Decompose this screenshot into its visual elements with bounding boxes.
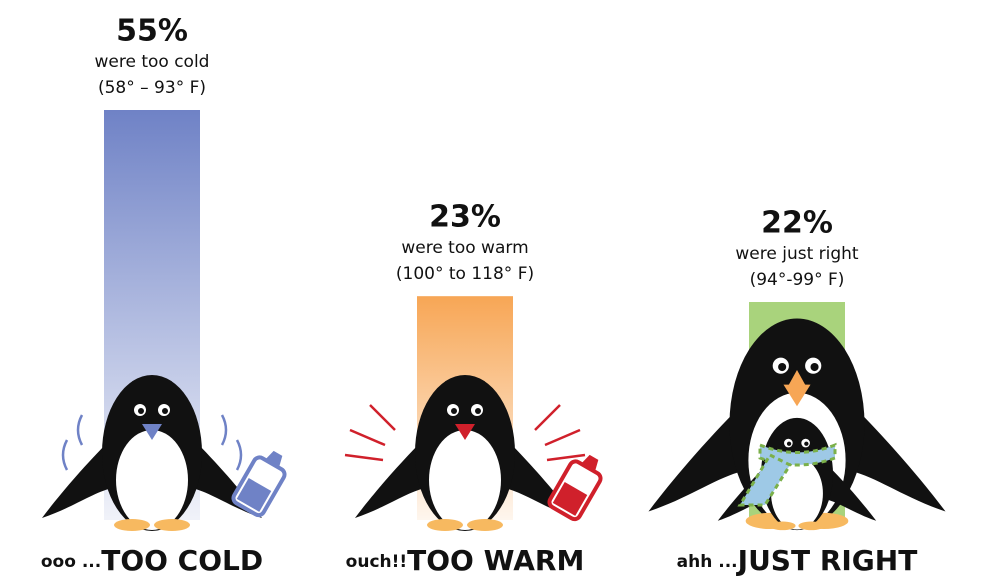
- caption-prefix: ouch!!: [346, 552, 407, 572]
- heat-line: [546, 453, 586, 462]
- value-label: 22%: [761, 206, 833, 241]
- bottle: [547, 454, 603, 522]
- belly: [429, 430, 501, 530]
- wing: [42, 438, 112, 518]
- pupil: [138, 408, 144, 414]
- beak: [142, 424, 162, 440]
- heat-line: [544, 428, 581, 447]
- caption-main: TOO WARM: [407, 544, 584, 577]
- foot: [427, 519, 463, 531]
- shiver-line: [61, 439, 69, 471]
- value-label: 55%: [116, 14, 188, 49]
- penguin-chick: [717, 417, 877, 531]
- value-label: 23%: [429, 200, 501, 235]
- wing: [851, 403, 946, 512]
- pupil: [451, 408, 457, 414]
- caption-prefix: ahh ...: [677, 552, 738, 572]
- belly: [116, 430, 188, 530]
- heat-line: [534, 404, 561, 431]
- caption-prefix: ooo ...: [41, 552, 101, 572]
- shiver-line: [235, 439, 243, 471]
- shiver-line: [76, 414, 84, 446]
- heat-line: [369, 404, 396, 431]
- description: were too warm: [401, 238, 528, 258]
- bottle-milk: [552, 482, 588, 516]
- range: (100° to 118° F): [396, 264, 534, 284]
- egg-beak: [787, 370, 807, 388]
- pupil: [162, 408, 168, 414]
- beak: [455, 424, 475, 440]
- heat-line: [349, 428, 386, 447]
- description: were too cold: [95, 52, 210, 72]
- penguin: [355, 375, 575, 531]
- shiver-line: [220, 414, 228, 446]
- range: (94°-99° F): [750, 270, 845, 290]
- caption: ooo ...TOO COLD: [41, 544, 263, 577]
- foot: [798, 521, 825, 531]
- penguin: [42, 375, 262, 531]
- caption-main: JUST RIGHT: [736, 544, 918, 577]
- bottle-nipple: [581, 454, 599, 472]
- pupil: [778, 363, 787, 372]
- wing: [825, 463, 877, 521]
- belly: [771, 457, 823, 530]
- pupil: [810, 363, 819, 372]
- scarf: [737, 442, 837, 507]
- heat-line: [344, 453, 384, 462]
- bottle-nipple: [265, 450, 283, 468]
- foot: [769, 521, 796, 531]
- wing: [355, 438, 425, 518]
- pupil: [475, 408, 481, 414]
- range: (58° – 93° F): [98, 78, 206, 98]
- foot: [114, 519, 150, 531]
- pupil: [786, 441, 792, 446]
- scarf-tail: [737, 453, 793, 507]
- bottle-milk: [236, 478, 272, 512]
- beak: [783, 384, 811, 407]
- foot: [467, 519, 503, 531]
- caption: ahh ...JUST RIGHT: [677, 544, 918, 577]
- foot: [154, 519, 190, 531]
- caption-main: TOO COLD: [101, 544, 263, 577]
- description: were just right: [735, 244, 859, 264]
- caption: ouch!!TOO WARM: [346, 544, 585, 577]
- bottle: [231, 450, 287, 518]
- wing: [648, 403, 743, 512]
- pupil: [804, 441, 809, 446]
